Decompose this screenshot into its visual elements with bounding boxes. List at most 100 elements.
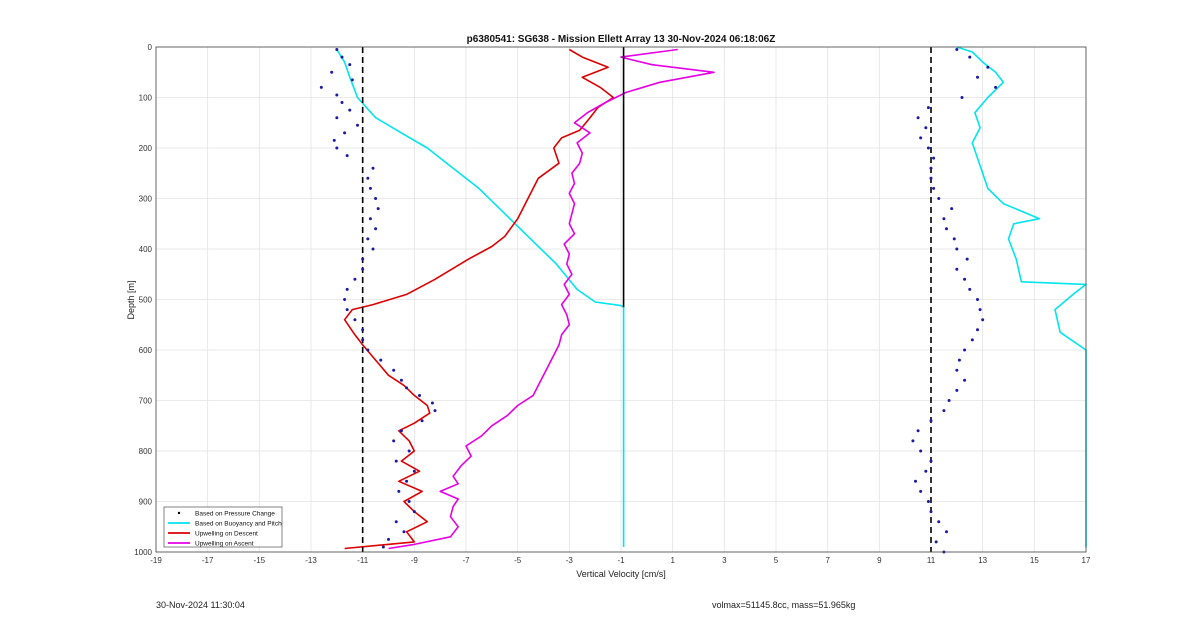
pressure-change-point xyxy=(420,419,424,423)
pressure-change-point xyxy=(361,328,365,332)
pressure-change-point xyxy=(945,227,948,231)
legend-box xyxy=(163,506,283,548)
series-layer xyxy=(336,46,1087,550)
pressure-change-point xyxy=(986,65,990,69)
x-tick-label: 15 xyxy=(1030,556,1039,565)
pressure-change-point xyxy=(945,530,948,534)
pressure-change-point xyxy=(361,338,365,342)
y-tick-label: 400 xyxy=(139,245,153,254)
pressure-change-point xyxy=(914,479,917,483)
y-tick-label: 500 xyxy=(139,296,153,305)
pressure-change-point xyxy=(942,217,946,221)
pressure-change-point xyxy=(340,101,344,105)
pressure-change-point xyxy=(366,237,370,241)
pressure-change-point xyxy=(968,287,972,291)
x-tick-label: -11 xyxy=(357,556,369,565)
pressure-change-point xyxy=(361,257,365,261)
pressure-change-point xyxy=(919,449,923,453)
y-tick-label: 0 xyxy=(148,43,153,52)
pressure-change-point xyxy=(392,368,396,372)
pressure-change-point xyxy=(955,247,959,251)
pressure-change-point xyxy=(965,257,969,261)
pressure-change-point xyxy=(371,166,375,170)
pressure-change-point xyxy=(335,93,339,97)
pressure-change-point xyxy=(976,75,979,79)
pressure-change-point xyxy=(350,78,354,82)
pressure-change-point xyxy=(970,338,974,342)
pressure-change-point xyxy=(361,267,365,271)
pressure-change-point xyxy=(963,378,967,382)
y-tick-label: 700 xyxy=(139,397,153,406)
series-line-1 xyxy=(956,46,1087,547)
pressure-change-point xyxy=(319,85,323,89)
pressure-change-point xyxy=(929,510,933,514)
pressure-change-point xyxy=(926,106,930,110)
pressure-change-point xyxy=(926,146,930,150)
pressure-change-point xyxy=(976,298,979,301)
pressure-change-point xyxy=(405,479,409,483)
pressure-change-point xyxy=(950,207,954,211)
pressure-change-point xyxy=(929,166,933,170)
pressure-change-point xyxy=(932,156,936,160)
pressure-change-point xyxy=(430,401,434,405)
pressure-change-point xyxy=(968,55,972,59)
x-tick-label: -15 xyxy=(254,556,266,565)
pressure-change-point xyxy=(433,409,437,413)
x-tick-label: 17 xyxy=(1082,556,1091,565)
pressure-change-point xyxy=(345,287,349,291)
pressure-change-point xyxy=(963,277,967,281)
pressure-change-point xyxy=(374,197,378,200)
x-tick-label: 9 xyxy=(877,556,882,565)
pressure-change-point xyxy=(330,70,334,74)
pressure-change-point xyxy=(376,207,380,211)
x-tick-label: -1 xyxy=(617,556,625,565)
legend: Based on Pressure Change Based on Buoyanc… xyxy=(163,506,283,548)
x-tick-label: 3 xyxy=(722,556,727,565)
pressure-change-point xyxy=(412,510,416,514)
pressure-change-point xyxy=(335,48,339,52)
pressure-change-point xyxy=(937,520,941,524)
legend-entry: Upwelling on Descent xyxy=(195,531,258,538)
y-tick-label: 900 xyxy=(139,498,153,507)
pressure-change-point xyxy=(407,449,411,453)
x-tick-label: 5 xyxy=(774,556,779,565)
pressure-change-point xyxy=(976,328,979,332)
pressure-change-point xyxy=(340,55,344,59)
legend-entry: Upwelling on Ascent xyxy=(195,541,254,548)
x-axis-label: Vertical Velocity [cm/s] xyxy=(576,569,666,579)
y-axis-label: Depth [m] xyxy=(126,280,136,319)
pressure-change-point xyxy=(399,429,403,433)
chart-title: p6380541: SG638 - Mission Ellett Array 1… xyxy=(467,34,776,45)
pressure-change-point xyxy=(919,489,923,493)
pressure-change-point xyxy=(937,197,941,200)
pressure-change-point xyxy=(932,186,936,190)
x-tick-label: -7 xyxy=(462,556,470,565)
pressure-change-point xyxy=(392,439,396,443)
series-line-2 xyxy=(343,48,615,550)
pressure-change-point xyxy=(345,154,349,158)
pressure-change-point xyxy=(368,217,372,221)
pressure-change-point xyxy=(343,131,347,135)
pressure-change-point xyxy=(397,489,401,493)
x-tick-label: 7 xyxy=(825,556,830,565)
pressure-change-point xyxy=(394,459,398,463)
pressure-change-point xyxy=(963,348,967,352)
pressure-change-point xyxy=(332,138,336,142)
series-line-3 xyxy=(388,48,715,550)
y-tick-label: 200 xyxy=(139,144,153,153)
pressure-change-point xyxy=(924,126,928,130)
reference-lines xyxy=(361,47,932,552)
pressure-change-point xyxy=(994,85,998,89)
pressure-change-point xyxy=(916,116,920,120)
pressure-change-point xyxy=(942,409,946,413)
y-tick-label: 100 xyxy=(139,94,153,103)
pressure-change-point xyxy=(407,500,411,503)
pressure-change-point xyxy=(916,429,920,433)
x-tick-label: -17 xyxy=(202,556,214,565)
footer-volmax-mass: volmax=51145.8cc, mass=51.965kg xyxy=(712,600,856,610)
legend-entry: Based on Buoyancy and Pitch xyxy=(195,521,282,528)
pressure-change-point xyxy=(418,393,421,397)
pressure-change-point xyxy=(356,123,359,127)
pressure-change-point xyxy=(926,500,930,503)
